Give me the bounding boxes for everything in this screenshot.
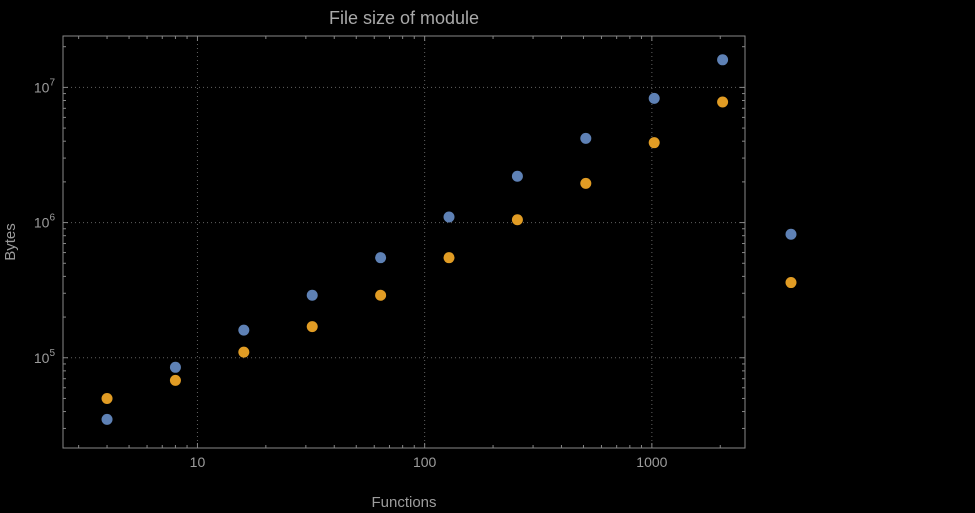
data-point-orange: [511, 214, 523, 226]
data-point-orange: [169, 374, 181, 386]
data-point-orange: [101, 392, 113, 404]
data-point-blue: [375, 252, 387, 264]
tick-labels: 10 100 1000 105 106 107: [34, 77, 668, 470]
y-tick-label: 107: [34, 77, 56, 95]
data-point-orange: [717, 96, 729, 108]
y-tick-label: 106: [34, 213, 56, 231]
data-point-blue: [306, 289, 318, 301]
data-point-blue: [580, 132, 592, 144]
data-point-orange: [580, 177, 592, 189]
data-point-blue: [238, 324, 250, 336]
data-point-blue: [511, 170, 523, 182]
chart-title: File size of module: [329, 8, 479, 28]
data-point-blue: [785, 228, 797, 240]
data-point-orange: [306, 321, 318, 333]
data-point-orange: [375, 289, 387, 301]
data-point-blue: [648, 92, 660, 104]
x-tick-label: 1000: [636, 454, 667, 470]
data-point-blue: [717, 54, 729, 66]
data-point-orange: [238, 346, 250, 358]
data-point-orange: [443, 252, 455, 264]
y-axis-label: Bytes: [2, 223, 19, 261]
data-point-orange: [785, 277, 797, 289]
y-tick-label: 105: [34, 348, 56, 366]
x-tick-label: 10: [190, 454, 206, 470]
x-tick-label: 100: [413, 454, 437, 470]
plot-frame: [62, 35, 746, 449]
x-axis-label: Functions: [371, 494, 436, 511]
gridlines: [63, 36, 745, 448]
series-orange: [101, 96, 797, 404]
tick-marks: [63, 36, 745, 448]
data-point-blue: [101, 413, 113, 425]
data-point-blue: [443, 211, 455, 223]
series-blue: [101, 54, 797, 425]
data-point-blue: [169, 361, 181, 373]
data-point-orange: [648, 137, 660, 149]
